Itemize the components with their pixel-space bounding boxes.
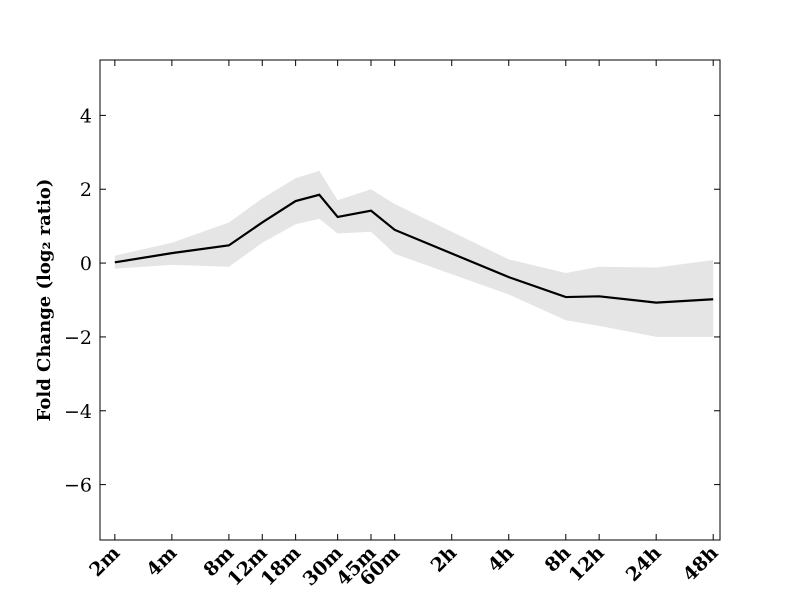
x-tick-label: 12h xyxy=(565,542,609,586)
y-axis-label: Fold Change (log₂ ratio) xyxy=(34,179,55,422)
y-tick-label: 4 xyxy=(80,105,92,127)
band xyxy=(114,170,714,337)
line xyxy=(114,193,714,304)
y-tick-label: 2 xyxy=(80,179,92,201)
y-tick-label: −4 xyxy=(64,401,92,423)
x-tick-label: 4h xyxy=(484,542,519,577)
x-tick-label: 18m xyxy=(257,542,305,590)
x-tick-label: 2m xyxy=(85,542,124,581)
x-tick-label: 2h xyxy=(427,542,462,577)
y-tick-label: 0 xyxy=(80,253,92,275)
x-tick-label: 48h xyxy=(679,542,723,586)
y-tick-label: −6 xyxy=(64,475,92,497)
x-tick-label: 4m xyxy=(142,542,181,581)
plot-frame xyxy=(99,59,721,541)
x-tick-label: 24h xyxy=(622,542,666,586)
y-tick-label: −2 xyxy=(64,327,92,349)
